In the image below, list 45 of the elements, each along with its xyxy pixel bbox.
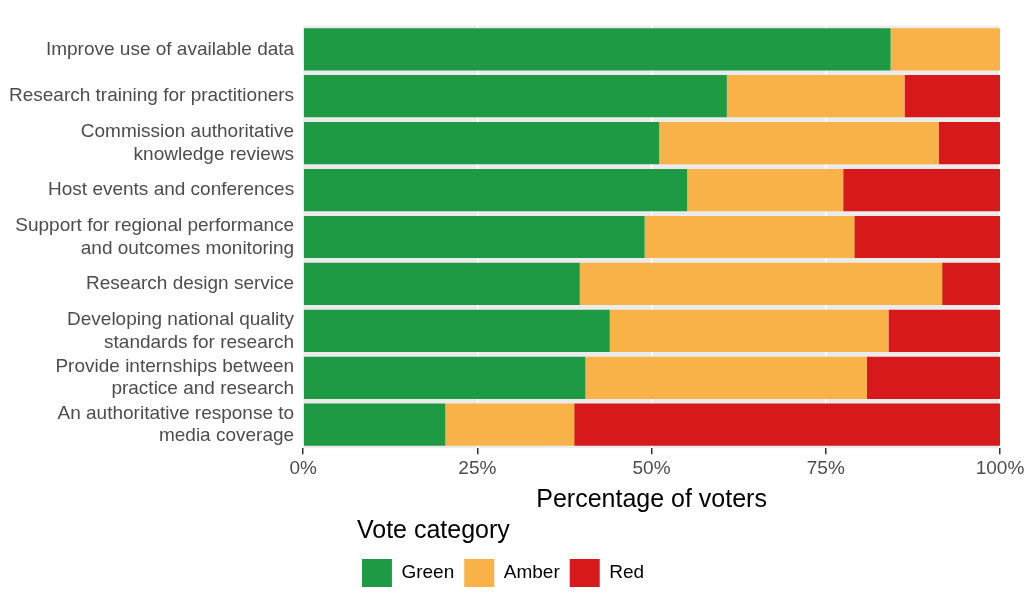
bar <box>303 28 891 71</box>
bar <box>659 122 939 165</box>
bar <box>890 28 1000 71</box>
y-tick-label: Research design service <box>86 272 295 294</box>
bar <box>303 122 660 165</box>
x-axis-title: Percentage of voters <box>536 483 767 512</box>
bar <box>445 403 575 446</box>
bar <box>579 262 943 306</box>
bar <box>609 309 889 352</box>
bar <box>726 75 905 118</box>
y-tick-label: Developing national quality standards for research <box>67 307 295 352</box>
bar <box>854 215 1000 259</box>
legend-label: Red <box>609 561 645 583</box>
bar <box>303 168 688 212</box>
bar <box>303 309 610 352</box>
bar <box>888 309 1000 352</box>
bar <box>585 356 867 399</box>
legend-label: Green <box>401 561 455 583</box>
y-tick-label: Support for regional performance and outcomes monitoring <box>15 213 295 258</box>
legend-label: Amber <box>503 561 561 583</box>
legend-title: Vote category <box>356 515 511 544</box>
bar <box>574 403 1000 446</box>
x-tick-label: 50% <box>632 456 671 478</box>
bar <box>687 168 844 212</box>
x-tick-label: 75% <box>806 456 845 478</box>
y-tick-label: Research training for practitioners <box>8 84 295 106</box>
bar <box>904 75 1000 118</box>
bar <box>938 122 1000 165</box>
bar <box>644 215 855 259</box>
y-tick-label: Host events and conferences <box>48 178 295 200</box>
x-tick-label: 25% <box>458 456 497 478</box>
bar <box>303 75 727 118</box>
x-tick-label: 0% <box>289 456 317 478</box>
y-tick-label: Improve use of available data <box>45 37 295 59</box>
x-tick-label: 100% <box>975 456 1025 478</box>
bar <box>303 262 580 306</box>
bar <box>866 356 1000 399</box>
y-tick-label: Provide internships between practice and research <box>55 354 295 399</box>
y-tick-label: Commission authoritative knowledge reviews <box>80 119 295 164</box>
bar <box>303 215 645 259</box>
bar <box>843 168 1000 212</box>
bar <box>942 262 1000 306</box>
y-tick-label: An authoritative response to media coverage <box>57 401 295 446</box>
bar <box>303 403 446 446</box>
bar <box>303 356 586 399</box>
